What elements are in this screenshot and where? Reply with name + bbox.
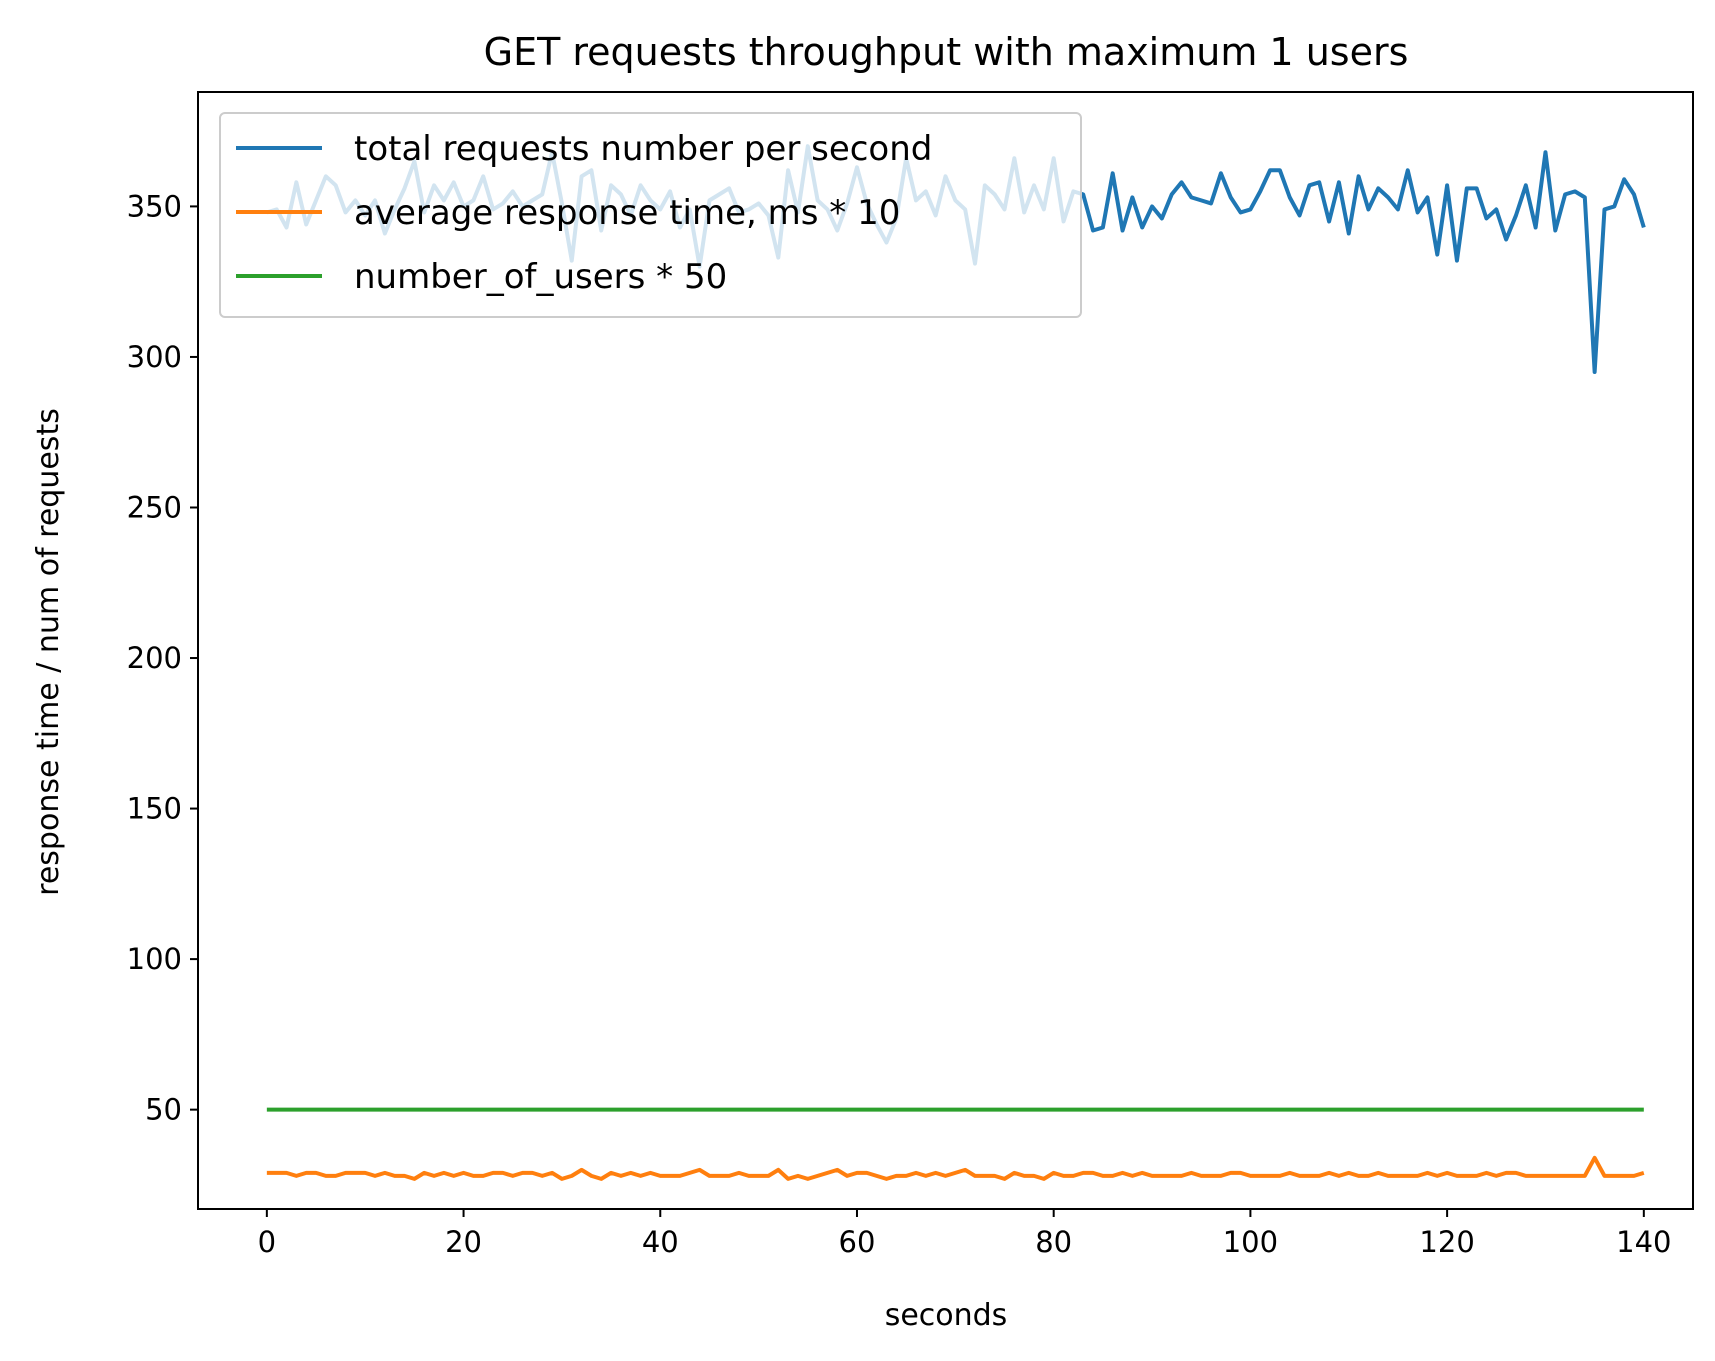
y-tick-label: 50 [145,1093,182,1127]
chart-title: GET requests throughput with maximum 1 u… [484,30,1409,74]
y-tick-label: 100 [127,942,182,976]
legend: total requests number per second average … [219,112,1082,318]
x-axis: 0 20 40 60 80 100 120 140 [258,1209,1672,1259]
y-axis-label: response time / num of requests [31,408,66,896]
y-tick-label: 250 [127,490,182,524]
legend-box [219,112,1082,318]
x-tick-label: 120 [1419,1225,1474,1259]
y-axis: 50 100 150 200 250 300 350 [127,189,198,1127]
x-tick-label: 40 [642,1225,679,1259]
x-tick-label: 100 [1223,1225,1278,1259]
x-axis-label: seconds [885,1298,1008,1333]
y-tick-label: 350 [127,189,182,223]
series-line-2 [266,1155,1645,1181]
y-tick-label: 300 [127,340,182,374]
x-tick-label: 0 [258,1225,276,1259]
x-tick-label: 60 [839,1225,876,1259]
x-tick-label: 140 [1616,1225,1671,1259]
legend-label-2: average response time, ms * 10 [354,193,900,233]
legend-label-3: number_of_users * 50 [354,257,727,297]
x-tick-label: 20 [445,1225,482,1259]
axes-frame [197,91,1694,1210]
y-tick-label: 200 [127,641,182,675]
x-tick-label: 80 [1035,1225,1072,1259]
legend-label-1: total requests number per second [354,129,932,169]
y-tick-label: 150 [127,792,182,826]
